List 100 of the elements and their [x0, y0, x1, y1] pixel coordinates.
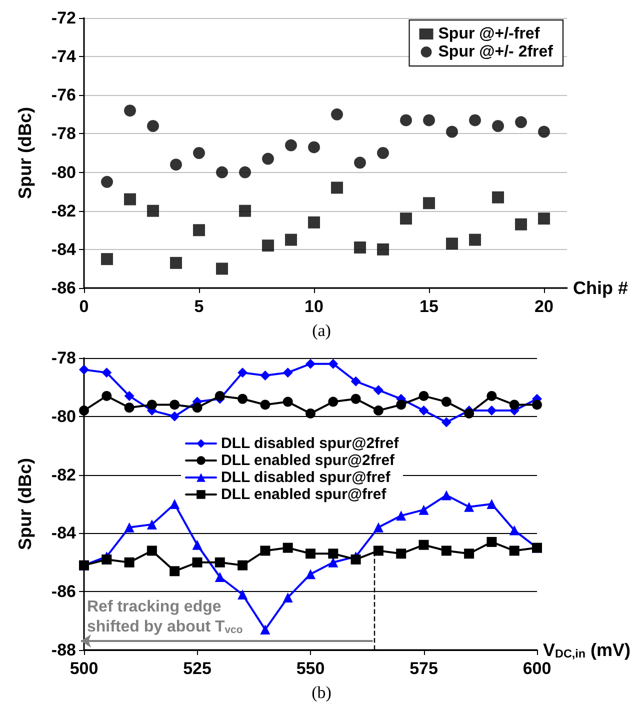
- point: [509, 525, 520, 536]
- point: [373, 546, 384, 556]
- point: [354, 242, 366, 254]
- point: [486, 499, 497, 509]
- point: [79, 406, 89, 416]
- point: [102, 390, 112, 401]
- point: [515, 116, 527, 128]
- point: [239, 204, 251, 217]
- point: [486, 390, 497, 401]
- point: [441, 546, 452, 556]
- point: [331, 108, 343, 120]
- point: [124, 390, 134, 401]
- point: [418, 390, 429, 401]
- x-tick-label: 525: [183, 659, 212, 678]
- x-tick-label: 550: [296, 659, 325, 678]
- point: [214, 557, 225, 568]
- point: [124, 193, 136, 206]
- y-tick-label: -80: [51, 162, 76, 182]
- point: [260, 400, 270, 410]
- point: [170, 566, 180, 576]
- point: [441, 417, 452, 428]
- point: [396, 510, 406, 521]
- point: [400, 114, 412, 126]
- point: [350, 376, 361, 386]
- point: [282, 368, 293, 378]
- point: [102, 368, 112, 378]
- point: [124, 402, 134, 413]
- point: [350, 394, 361, 404]
- point: [486, 536, 497, 547]
- point: [124, 557, 134, 568]
- y-tick-label: -86: [51, 582, 76, 602]
- point: [192, 402, 202, 413]
- point: [423, 197, 435, 210]
- legend-label: DLL enabled spur@2fref: [221, 452, 396, 469]
- point: [538, 126, 550, 138]
- x-tick-label: 500: [70, 659, 98, 678]
- point: [124, 104, 136, 117]
- point: [260, 370, 270, 381]
- point: [308, 216, 320, 228]
- y-tick-label: -80: [51, 406, 76, 426]
- point: [373, 522, 384, 532]
- legend-label: DLL enabled spur@fref: [221, 486, 388, 503]
- point: [396, 400, 406, 410]
- point: [464, 548, 474, 559]
- point: [492, 120, 504, 132]
- y-axis-title: Spur (dBc): [15, 458, 35, 550]
- y-tick-label: -82: [51, 201, 76, 220]
- point: [216, 166, 228, 178]
- point: [418, 540, 429, 550]
- point: [238, 590, 248, 600]
- point: [238, 560, 248, 570]
- point: [170, 499, 180, 509]
- x-axis-title: Chip #: [573, 278, 628, 298]
- point: [464, 502, 474, 512]
- point: [328, 396, 338, 407]
- point: [515, 218, 527, 230]
- point: [492, 191, 504, 204]
- point: [282, 592, 293, 602]
- y-tick-label: -86: [51, 278, 76, 298]
- point: [146, 546, 157, 556]
- point: [509, 400, 520, 410]
- point: [306, 358, 316, 369]
- x-tick-label: 575: [410, 659, 438, 678]
- point: [285, 234, 297, 246]
- point: [260, 546, 270, 556]
- point: [532, 400, 542, 410]
- point: [192, 557, 202, 568]
- point: [464, 408, 474, 418]
- legend-label: Spur @+/-fref: [438, 26, 540, 42]
- y-axis-title: Spur (dBc): [15, 107, 35, 199]
- point: [170, 411, 180, 422]
- text: (b): [312, 683, 332, 702]
- y-tick-label: -72: [51, 8, 76, 28]
- point: [446, 238, 458, 250]
- x-tick-label: 20: [534, 297, 554, 316]
- point: [124, 522, 134, 532]
- point: [170, 256, 182, 269]
- point: [282, 396, 293, 407]
- point: [328, 358, 338, 369]
- point: [102, 554, 112, 564]
- y-tick-label: -76: [51, 86, 76, 105]
- point: [328, 557, 338, 568]
- point: [509, 546, 520, 556]
- legend-label: Spur @+/- 2fref: [438, 44, 554, 60]
- point: [170, 158, 182, 171]
- y-tick-label: -78: [51, 124, 76, 144]
- point: [306, 569, 316, 580]
- point: [282, 542, 293, 553]
- point: [377, 243, 389, 256]
- point: [328, 548, 338, 559]
- text: (a): [312, 321, 331, 340]
- point: [306, 548, 316, 559]
- point: [101, 176, 113, 188]
- point: [418, 406, 429, 416]
- point: [239, 166, 251, 178]
- x-tick-label: 600: [522, 659, 552, 678]
- point: [396, 548, 406, 559]
- point: [79, 364, 89, 375]
- point: [373, 385, 384, 396]
- point: [331, 182, 343, 194]
